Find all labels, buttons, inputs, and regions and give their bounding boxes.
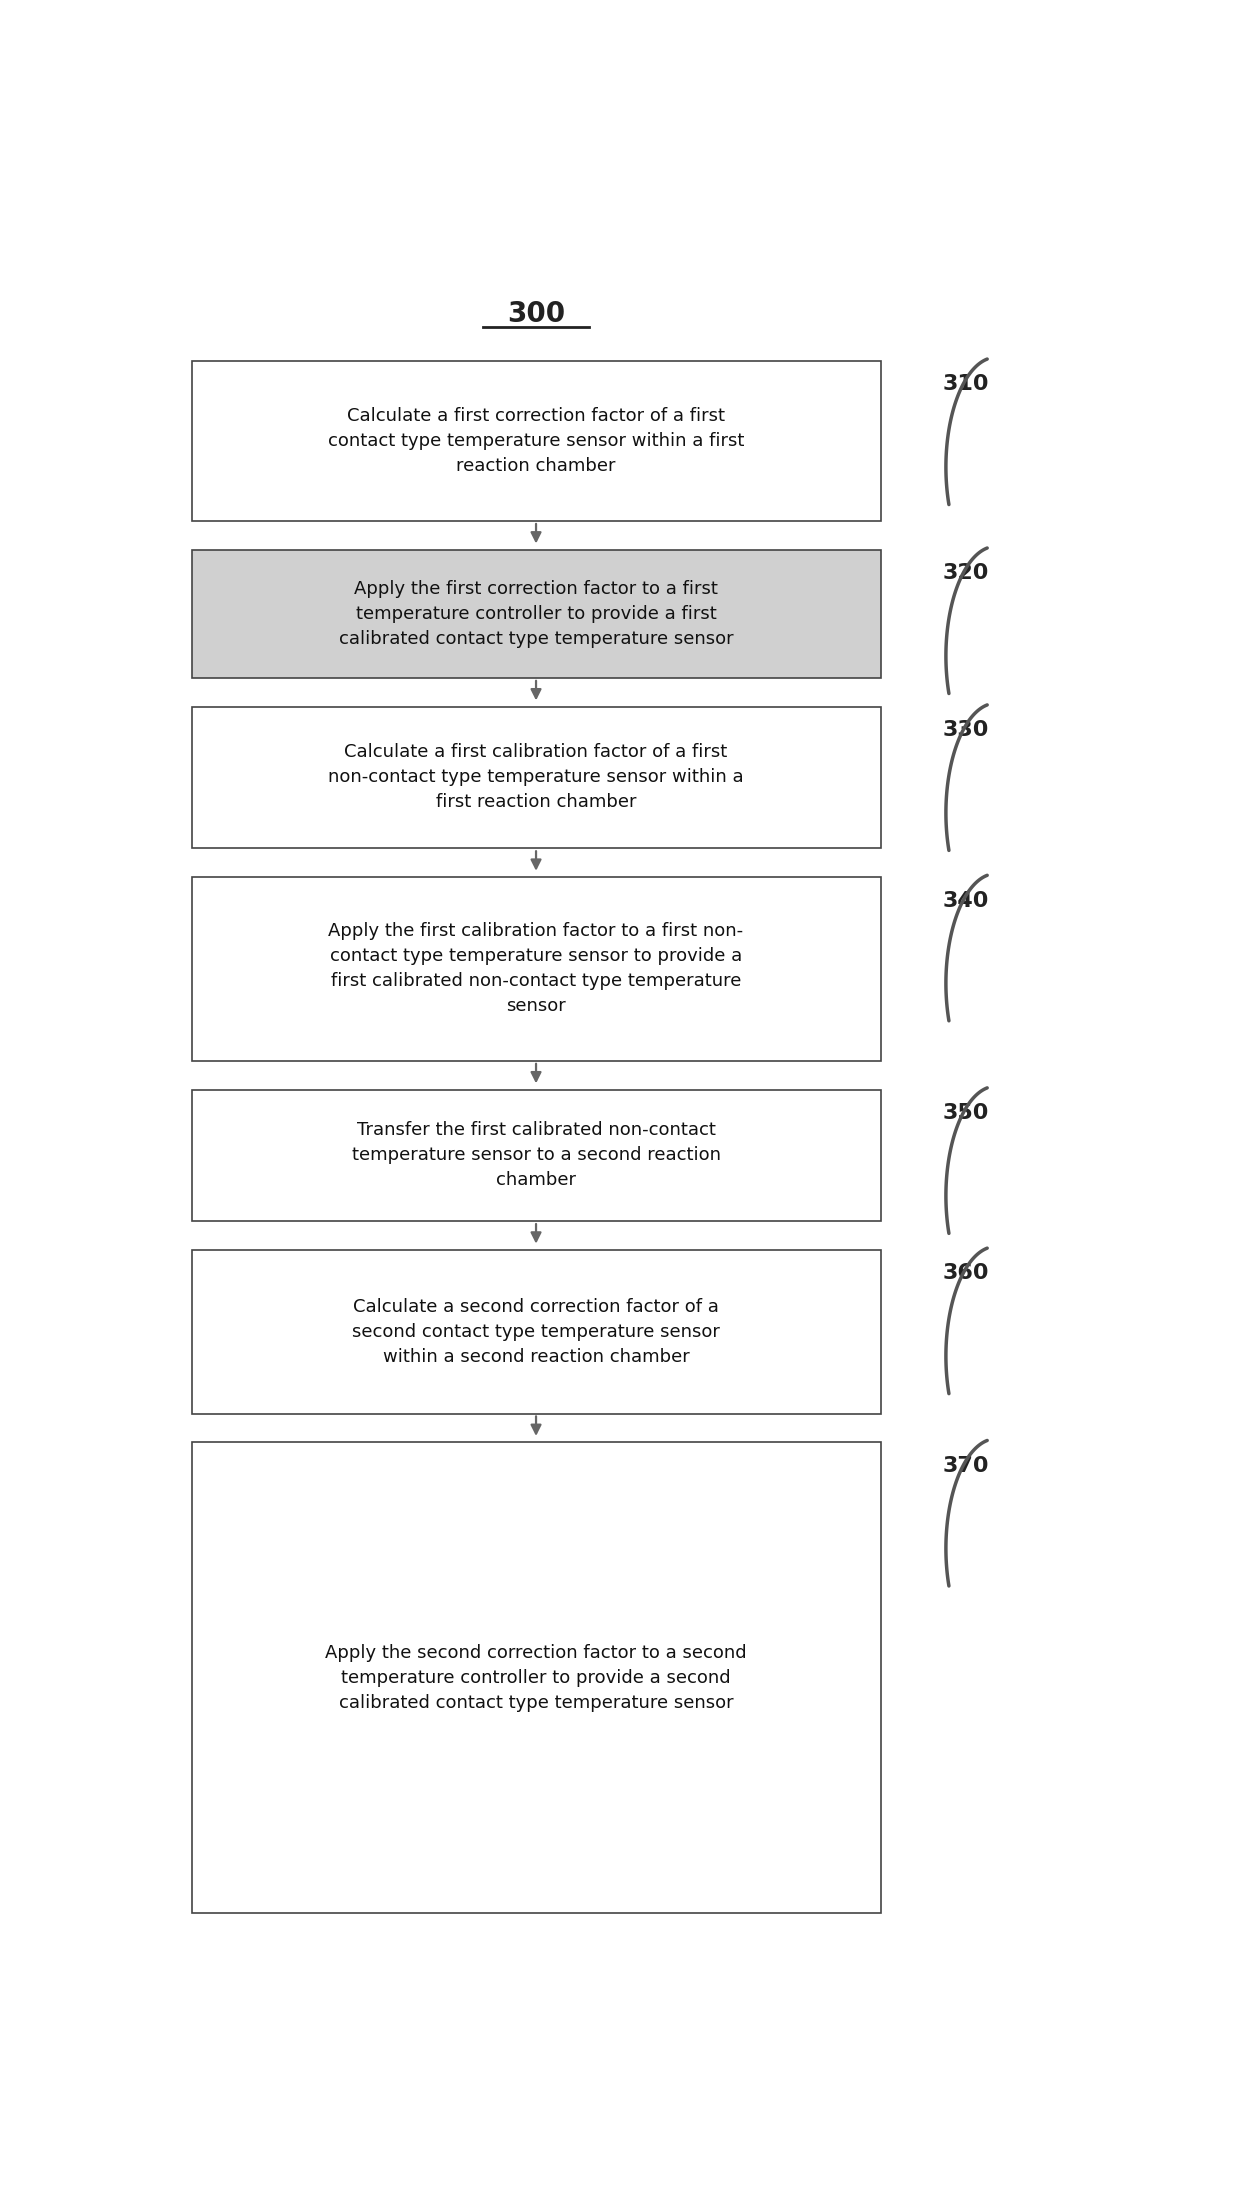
Text: 310: 310 [942,375,990,394]
Text: Transfer the first calibrated non-contact
temperature sensor to a second reactio: Transfer the first calibrated non-contac… [351,1122,720,1190]
FancyBboxPatch shape [191,708,880,848]
Text: 330: 330 [942,721,990,741]
FancyBboxPatch shape [191,1442,880,1913]
Text: Apply the first calibration factor to a first non-
contact type temperature sens: Apply the first calibration factor to a … [329,922,744,1014]
Text: 370: 370 [942,1455,990,1477]
Text: Calculate a first correction factor of a first
contact type temperature sensor w: Calculate a first correction factor of a… [327,408,744,475]
Text: 320: 320 [942,563,990,583]
Text: 340: 340 [942,890,990,911]
FancyBboxPatch shape [191,1249,880,1413]
FancyBboxPatch shape [191,362,880,521]
Text: 300: 300 [507,300,565,326]
Text: Apply the second correction factor to a second
temperature controller to provide: Apply the second correction factor to a … [325,1643,746,1711]
FancyBboxPatch shape [191,876,880,1060]
FancyBboxPatch shape [191,1089,880,1220]
Text: 360: 360 [942,1264,990,1284]
FancyBboxPatch shape [191,550,880,677]
Text: Calculate a second correction factor of a
second contact type temperature sensor: Calculate a second correction factor of … [352,1297,720,1365]
Text: Apply the first correction factor to a first
temperature controller to provide a: Apply the first correction factor to a f… [339,581,733,649]
Text: 350: 350 [942,1102,990,1124]
Text: Calculate a first calibration factor of a first
non-contact type temperature sen: Calculate a first calibration factor of … [329,743,744,811]
